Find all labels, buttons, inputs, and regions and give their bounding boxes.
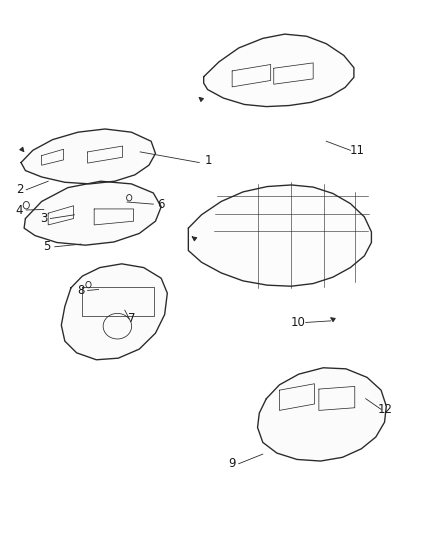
Text: 5: 5 <box>44 240 51 253</box>
Text: 10: 10 <box>290 316 305 329</box>
Polygon shape <box>21 129 155 184</box>
Text: 7: 7 <box>127 312 135 325</box>
Polygon shape <box>204 34 354 107</box>
Text: 6: 6 <box>157 198 165 211</box>
Text: 11: 11 <box>350 144 364 157</box>
Polygon shape <box>188 185 371 286</box>
Text: 8: 8 <box>78 284 85 297</box>
Text: 9: 9 <box>228 457 236 470</box>
Text: 1: 1 <box>204 155 212 167</box>
Text: 12: 12 <box>378 403 393 416</box>
Text: 2: 2 <box>16 183 24 196</box>
Text: 4: 4 <box>15 204 23 216</box>
Polygon shape <box>258 368 386 461</box>
Polygon shape <box>61 264 167 360</box>
Polygon shape <box>24 181 161 245</box>
Text: 3: 3 <box>40 212 47 225</box>
